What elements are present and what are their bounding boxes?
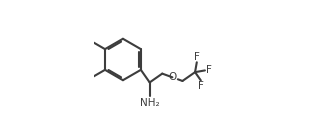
Text: O: O: [168, 72, 176, 82]
Text: F: F: [198, 81, 204, 91]
Text: NH₂: NH₂: [140, 97, 159, 107]
Text: F: F: [194, 52, 200, 62]
Text: F: F: [206, 65, 212, 75]
